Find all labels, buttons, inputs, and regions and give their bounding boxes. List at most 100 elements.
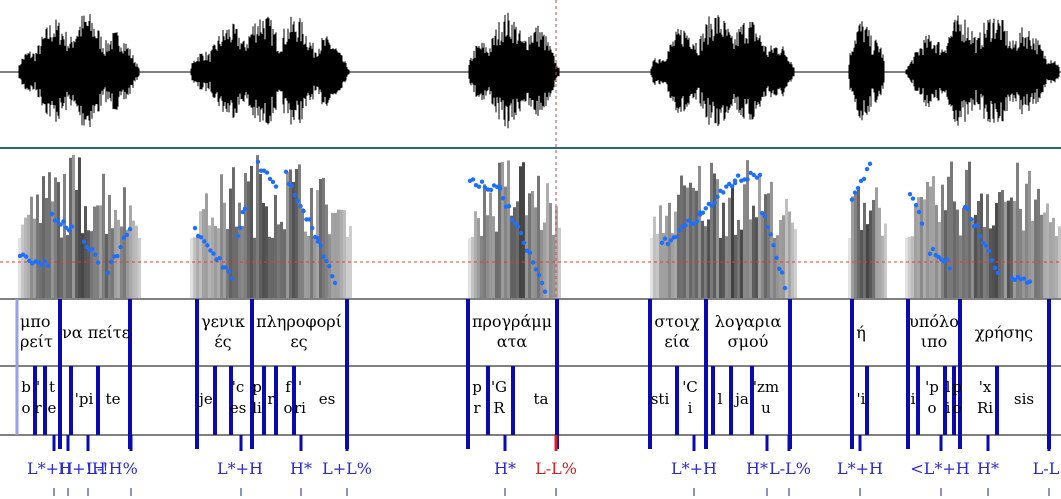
pitch-point (995, 270, 1001, 275)
spectrogram-column (941, 184, 944, 298)
spectrogram-column (226, 228, 229, 298)
pitch-point (980, 240, 986, 246)
spectrogram-column (516, 201, 519, 298)
syllable-label: sis (1014, 390, 1034, 408)
pitch-point (90, 247, 95, 252)
spectrogram-panel (0, 150, 1061, 298)
pitch-point (709, 203, 714, 208)
pitch-point (777, 266, 782, 271)
spectrogram-column (483, 184, 486, 298)
pitch-point (289, 183, 294, 189)
spectrogram-column (653, 216, 656, 298)
spectrogram-column (211, 217, 214, 298)
pitch-point (42, 259, 48, 264)
spectrogram-column (486, 215, 489, 298)
word-label-line2: εία (664, 332, 690, 351)
spectrogram-column (1001, 190, 1004, 298)
spectrogram-column (701, 220, 704, 298)
pitch-point (715, 194, 720, 199)
pitch-point (211, 251, 216, 256)
tone-label: L*+H (27, 459, 73, 478)
pitch-point (108, 259, 114, 264)
spectrogram-column (788, 211, 791, 298)
spectrogram-column (307, 235, 310, 298)
spectrogram-column (123, 187, 126, 298)
pitch-point (665, 241, 670, 247)
spectrogram-column (513, 207, 516, 298)
spectrogram-column (1004, 201, 1007, 298)
spectrogram-column (1022, 230, 1025, 298)
syllable-label: r (267, 390, 275, 408)
spectrogram-column (755, 217, 758, 298)
pitch-point (24, 254, 29, 259)
spectrogram-column (971, 217, 974, 298)
pitch-point (867, 161, 873, 166)
pitch-point (267, 176, 273, 182)
pitch-point (977, 234, 983, 239)
spectrogram-column (334, 212, 337, 298)
pitch-point (916, 209, 922, 215)
word-label: χρήσης (975, 323, 1033, 342)
spectrogram-column (668, 202, 671, 298)
spectrogram-column (232, 167, 235, 298)
spectrogram-column (881, 235, 884, 298)
spectrogram-column (81, 233, 84, 298)
spectrogram-column (495, 231, 498, 298)
tone-label: H* (290, 459, 312, 478)
pitch-point (81, 239, 87, 244)
spectrogram-column (1025, 183, 1028, 298)
word-label: στοιχ (654, 312, 700, 331)
pitch-point (509, 217, 515, 222)
waveform-panel (0, 0, 1061, 149)
spectrogram-column (325, 204, 328, 298)
spectrogram-column (193, 237, 196, 298)
pitch-point (273, 184, 279, 189)
pitch-point (318, 243, 323, 248)
pitch-point (295, 198, 300, 204)
spectrogram-column (60, 237, 63, 298)
spectrogram-column (102, 173, 105, 298)
spectrogram-column (18, 238, 21, 298)
spectrogram-column (99, 205, 102, 298)
pitch-point (936, 254, 941, 260)
spectrogram-column (719, 237, 722, 298)
spectrogram-column (962, 208, 965, 298)
pitch-point (771, 243, 776, 248)
spectrogram-column (262, 202, 265, 298)
pitch-point (927, 251, 933, 256)
syllable-label: ' (298, 378, 302, 396)
word-label-line2: σμού (728, 332, 769, 351)
pitch-point (69, 224, 75, 229)
pitch-point (674, 234, 679, 240)
spectrogram-column (1028, 170, 1031, 298)
spectrogram-column (977, 201, 980, 298)
spectrogram-column (78, 157, 81, 298)
spectrogram-column (929, 186, 932, 298)
spectrogram-column (737, 219, 740, 298)
syllable-label-line2: e (48, 399, 57, 417)
syllable-label: 'p (925, 378, 939, 396)
spectrogram-column (1043, 212, 1046, 298)
pitch-point (121, 235, 126, 240)
pitch-point (240, 209, 245, 215)
spectrogram-column (770, 181, 773, 298)
pitch-point (712, 200, 717, 205)
spectrogram-column (698, 165, 701, 298)
spectrogram-column (223, 202, 226, 298)
tone-label: L*+H (671, 459, 717, 478)
spectrogram-column (105, 233, 108, 298)
spectrogram-column (785, 198, 788, 298)
spectrogram-column (238, 202, 241, 298)
spectrogram-column (552, 234, 555, 298)
spectrogram-column (558, 227, 561, 298)
pitch-point (759, 211, 765, 216)
spectrogram-column (477, 218, 480, 298)
pitch-point (118, 244, 123, 250)
tone-label: H* (977, 459, 999, 478)
spectrogram-column (280, 221, 283, 298)
tone-label: L*+H (217, 459, 263, 478)
pitch-point (205, 243, 210, 248)
pitch-point (292, 192, 297, 198)
